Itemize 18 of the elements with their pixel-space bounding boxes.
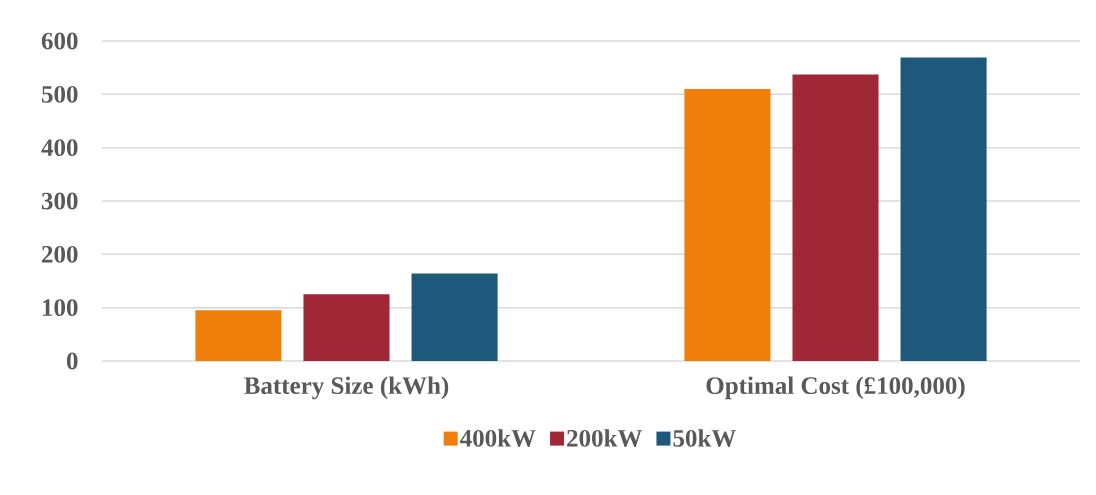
y-tick-label: 500: [41, 85, 78, 103]
legend-label: 400kW: [460, 429, 536, 447]
legend-label: 200kW: [567, 429, 643, 447]
legend-label: 50kW: [673, 429, 736, 447]
y-tick-label: 300: [41, 192, 78, 210]
bar: [900, 57, 987, 361]
y-tick-label: 400: [41, 139, 78, 157]
bar: [303, 294, 390, 361]
bar: [411, 273, 498, 361]
y-tick-label: 100: [42, 299, 78, 317]
y-tick-label: 0: [66, 352, 78, 370]
y-tick-label: 200: [42, 245, 78, 263]
bar: [195, 310, 282, 361]
y-tick-label: 600: [41, 32, 78, 50]
bar: [684, 88, 771, 361]
x-tick-label: Optimal Cost (£100,000): [706, 376, 965, 400]
x-tick-label: Battery Size (kWh): [244, 376, 449, 400]
bar: [792, 74, 879, 361]
